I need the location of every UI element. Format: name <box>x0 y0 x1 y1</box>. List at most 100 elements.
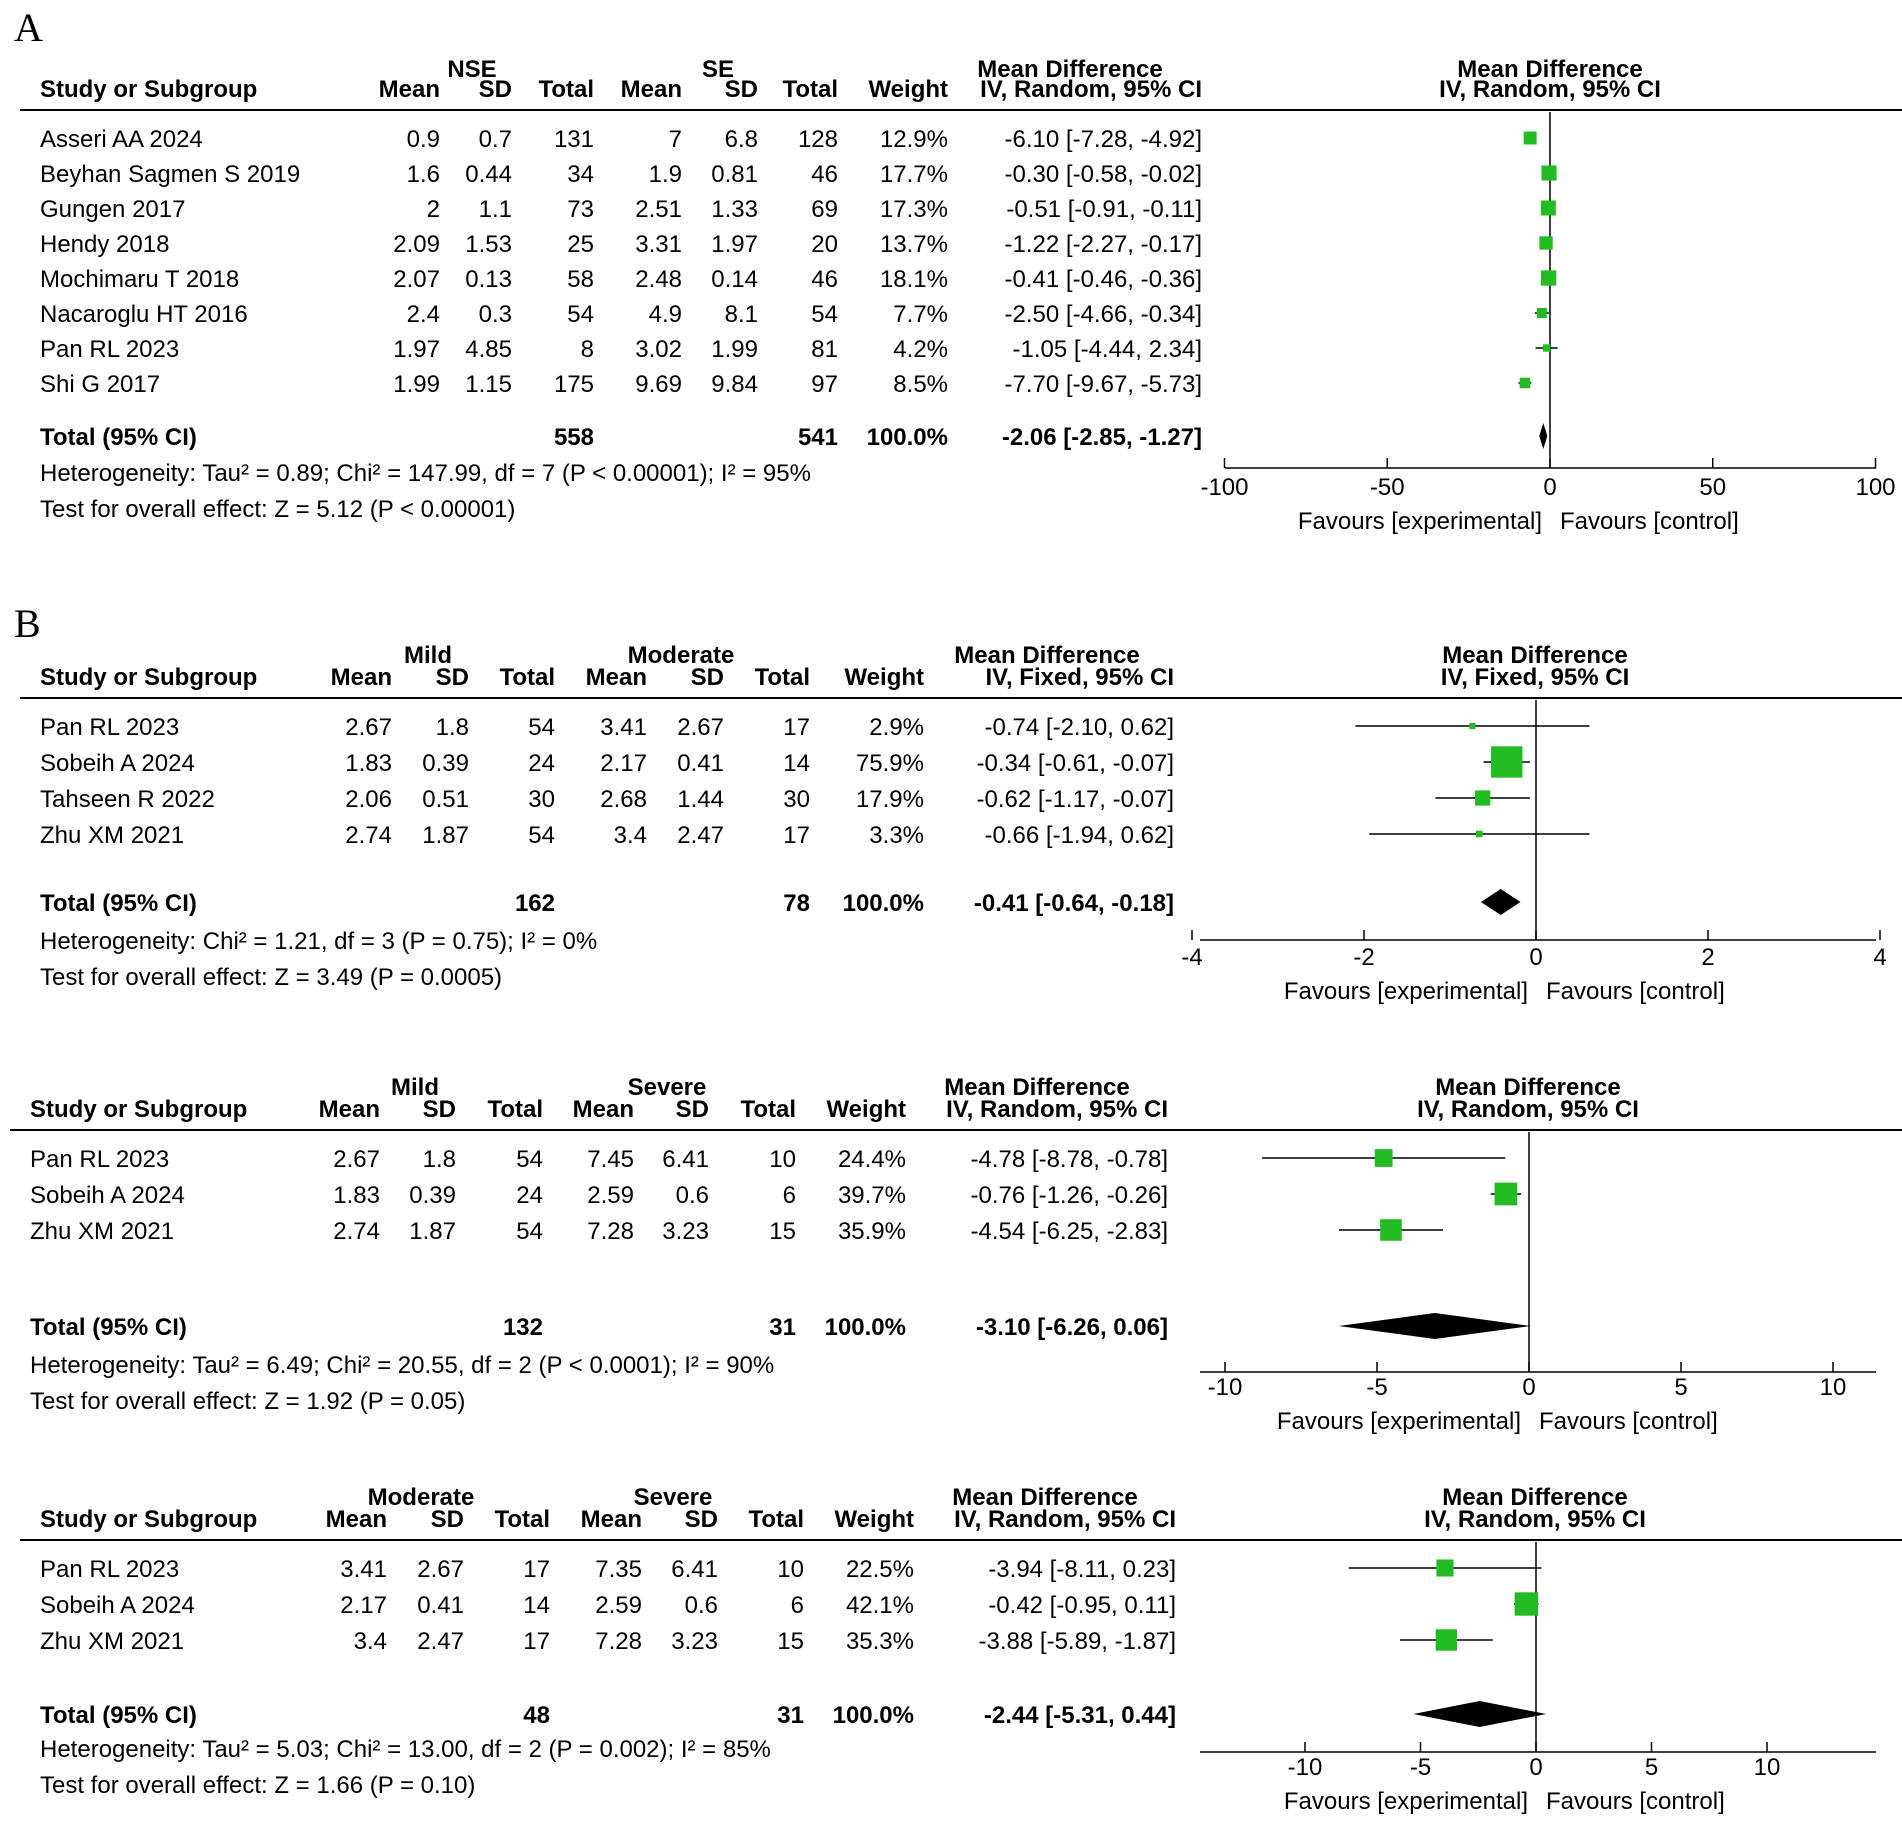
study-marker <box>1491 746 1523 778</box>
heterogeneity-text: Heterogeneity: Tau² = 5.03; Chi² = 13.00… <box>40 1736 771 1763</box>
study-name: Asseri AA 2024 <box>40 126 203 153</box>
mean-1: 2.74 <box>333 1218 380 1245</box>
total-2: 69 <box>811 196 838 223</box>
mean-2: 2.59 <box>595 1592 642 1619</box>
total-1: 8 <box>580 336 594 363</box>
total-label: Total (95% CI) <box>40 890 197 917</box>
total-n1: 48 <box>523 1702 550 1729</box>
col-weight: Weight <box>868 76 948 103</box>
mean-2: 1.9 <box>648 161 682 188</box>
weight: 4.2% <box>893 336 948 363</box>
forest-plot-b-mild-severe: Mild Severe Mean Difference Mean Difference… <box>0 1072 1902 1435</box>
sd-2: 0.6 <box>684 1592 718 1619</box>
col-sd-1: SD <box>422 1096 456 1123</box>
study-name: Gungen 2017 <box>40 196 186 223</box>
total-2: 46 <box>811 161 838 188</box>
col-mean-2: Mean <box>580 1506 642 1533</box>
forest-svg <box>20 109 1902 469</box>
study-marker <box>1541 165 1557 181</box>
md-ci-text: -3.94 [-8.11, 0.23] <box>988 1556 1176 1583</box>
sd-2: 3.23 <box>671 1628 718 1655</box>
plot-title: Mean Difference <box>1457 56 1643 83</box>
study-name: Hendy 2018 <box>40 231 170 258</box>
mean-2: 3.4 <box>613 822 647 849</box>
mean-1: 2.74 <box>345 822 392 849</box>
study-name: Sobeih A 2024 <box>30 1182 185 1209</box>
sd-1: 1.15 <box>465 371 512 398</box>
study-marker <box>1475 790 1491 806</box>
plot-title: Mean Difference <box>1442 1484 1628 1511</box>
study-marker <box>1519 377 1531 389</box>
study-marker <box>1541 270 1557 286</box>
weight: 17.3% <box>879 196 948 223</box>
sd-2: 0.81 <box>711 161 758 188</box>
overall-effect-text: Test for overall effect: Z = 5.12 (P < 0… <box>40 496 516 523</box>
total-diamond <box>1413 1701 1547 1727</box>
x-tick-label: -50 <box>1369 474 1405 501</box>
sd-2: 3.23 <box>662 1218 709 1245</box>
sd-2: 0.14 <box>711 266 758 293</box>
sd-2: 0.6 <box>675 1182 709 1209</box>
x-tick-label: 5 <box>1644 1754 1659 1781</box>
total-ci-text: -3.10 [-6.26, 0.06] <box>975 1314 1168 1341</box>
study-marker <box>1469 722 1476 730</box>
total-2: 15 <box>769 1218 796 1245</box>
col-sd-2: SD <box>724 76 758 103</box>
plot-method: IV, Random, 95% CI <box>1417 1096 1639 1123</box>
mean-1: 2.07 <box>393 266 440 293</box>
forest-plot-b-mild-moderate: Mild Moderate Mean Difference Mean Differen… <box>0 640 1902 1020</box>
sd-1: 0.39 <box>422 750 469 777</box>
col-sd-1: SD <box>435 664 469 691</box>
forest-svg <box>20 697 1902 941</box>
mean-1: 1.97 <box>393 336 440 363</box>
study-name: Pan RL 2023 <box>30 1146 170 1173</box>
total-2: 128 <box>797 126 838 153</box>
heterogeneity-text: Heterogeneity: Tau² = 6.49; Chi² = 20.55… <box>30 1352 775 1379</box>
favours-right-label: Favours [control] <box>1546 978 1725 1005</box>
weight: 2.9% <box>869 714 924 741</box>
mean-2: 7.45 <box>587 1146 634 1173</box>
x-tick-label: -5 <box>1409 1754 1432 1781</box>
sd-2: 6.8 <box>724 126 758 153</box>
weight: 7.7% <box>893 301 948 328</box>
sd-1: 0.7 <box>478 126 512 153</box>
study-name: Zhu XM 2021 <box>30 1218 175 1245</box>
md-ci-text: -0.42 [-0.95, 0.11] <box>988 1592 1176 1619</box>
study-name: Pan RL 2023 <box>40 336 180 363</box>
weight: 8.5% <box>893 371 948 398</box>
group1-header: Moderate <box>367 1484 475 1511</box>
mean-2: 7.28 <box>587 1218 634 1245</box>
md-ci-text: -0.66 [-1.94, 0.62] <box>984 822 1174 849</box>
study-name: Sobeih A 2024 <box>40 1592 195 1619</box>
study-name: Mochimaru T 2018 <box>40 266 240 293</box>
col-mean-1: Mean <box>378 76 440 103</box>
study-marker <box>1536 308 1547 318</box>
md-ci-text: -0.41 [-0.46, -0.36] <box>1004 266 1202 293</box>
total-1: 54 <box>528 822 555 849</box>
sd-1: 1.8 <box>435 714 469 741</box>
x-tick-label: 0 <box>1529 944 1543 971</box>
total-ci-text: -2.44 [-5.31, 0.44] <box>983 1702 1176 1729</box>
col-sd-2: SD <box>690 664 724 691</box>
study-name: Pan RL 2023 <box>40 714 180 741</box>
sd-2: 1.33 <box>711 196 758 223</box>
group2-header: SE <box>701 56 734 83</box>
total-1: 73 <box>567 196 594 223</box>
total-2: 10 <box>769 1146 796 1173</box>
total-1: 54 <box>516 1146 543 1173</box>
md-title: Mean Difference <box>954 642 1140 669</box>
mean-2: 2.51 <box>635 196 682 223</box>
sd-1: 1.1 <box>478 196 512 223</box>
md-ci-text: -0.62 [-1.17, -0.07] <box>976 786 1174 813</box>
md-ci-text: -7.70 [-9.67, -5.73] <box>1004 371 1202 398</box>
heterogeneity-text: Heterogeneity: Tau² = 0.89; Chi² = 147.9… <box>40 460 811 487</box>
mean-2: 7 <box>668 126 682 153</box>
mean-1: 2.06 <box>345 786 392 813</box>
col-mean-2: Mean <box>620 76 682 103</box>
total-n1: 162 <box>514 890 555 917</box>
total-2: 54 <box>811 301 838 328</box>
plot-method: IV, Random, 95% CI <box>1424 1506 1646 1533</box>
mean-1: 1.6 <box>406 161 440 188</box>
col-total-2: Total <box>748 1506 804 1533</box>
mean-1: 0.9 <box>406 126 440 153</box>
